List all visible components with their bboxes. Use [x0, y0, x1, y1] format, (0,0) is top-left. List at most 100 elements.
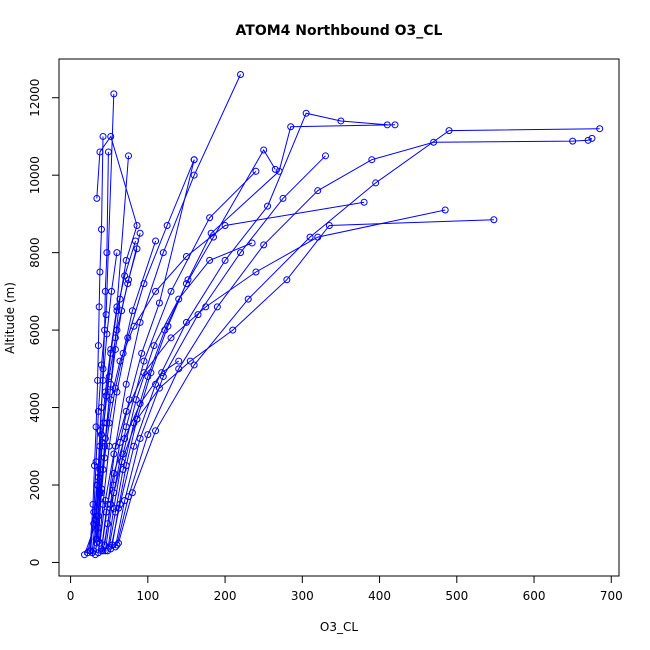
flight-profile-series — [113, 134, 596, 549]
data-point — [99, 376, 107, 384]
data-point — [584, 136, 592, 144]
data-point — [107, 349, 115, 357]
data-point — [105, 442, 113, 450]
x-tick-label: 0 — [67, 589, 75, 603]
data-point — [131, 237, 139, 245]
data-point — [167, 334, 175, 342]
chart-title: ATOM4 Northbound O3_CL — [236, 23, 443, 39]
data-point — [97, 225, 105, 233]
data-point — [99, 547, 107, 555]
flight-profile-series — [108, 121, 399, 549]
data-point — [264, 202, 272, 210]
x-tick-label: 700 — [600, 589, 623, 603]
data-point — [113, 249, 121, 257]
data-point — [133, 222, 141, 230]
data-point — [140, 280, 148, 288]
data-point — [275, 167, 283, 175]
y-tick-label: 10000 — [28, 156, 42, 194]
data-point — [95, 303, 103, 311]
data-point — [118, 307, 126, 315]
data-point — [93, 194, 101, 202]
data-point — [104, 520, 112, 528]
data-point — [94, 537, 102, 545]
data-point — [490, 216, 498, 224]
data-point — [206, 214, 214, 222]
x-tick-label: 200 — [214, 589, 237, 603]
data-point — [163, 222, 171, 230]
series-line — [90, 93, 115, 551]
y-tick-label: 8000 — [28, 237, 42, 268]
flight-profile-series — [111, 152, 329, 551]
data-point — [182, 318, 190, 326]
series-line — [96, 201, 365, 540]
data-point — [113, 388, 121, 396]
data-point — [110, 469, 118, 477]
series-line — [104, 219, 494, 546]
data-point — [95, 489, 103, 497]
data-point — [107, 132, 115, 140]
data-point — [302, 109, 310, 117]
x-axis: 0 100 200 300 400 500 600 700 — [67, 575, 623, 603]
flight-profile-series — [93, 237, 139, 547]
data-point — [190, 156, 198, 164]
series-line — [97, 248, 138, 542]
data-point — [87, 547, 95, 555]
data-point — [150, 342, 158, 350]
data-point — [279, 194, 287, 202]
data-point — [237, 249, 245, 257]
flight-profile-series — [104, 239, 256, 555]
plot-frame — [58, 58, 620, 577]
data-point — [114, 539, 122, 547]
x-tick-label: 300 — [291, 589, 314, 603]
data-point — [94, 342, 102, 350]
data-point — [155, 299, 163, 307]
y-axis: 0 2000 4000 6000 8000 10000 12000 — [28, 79, 60, 566]
data-point — [116, 357, 124, 365]
data-point — [372, 179, 380, 187]
series-line — [102, 159, 195, 551]
data-point — [430, 138, 438, 146]
data-point — [125, 396, 133, 404]
data-point — [113, 307, 121, 315]
data-point — [107, 545, 115, 553]
data-point — [97, 485, 105, 493]
data-point — [441, 206, 449, 214]
data-point — [186, 357, 194, 365]
data-point — [88, 549, 96, 557]
y-axis-label: Altitude (m) — [3, 282, 17, 354]
data-point — [237, 70, 245, 78]
data-point — [121, 272, 129, 280]
data-point — [96, 268, 104, 276]
data-point — [190, 361, 198, 369]
data-point — [152, 237, 160, 245]
data-point — [140, 369, 148, 377]
data-point — [167, 287, 175, 295]
y-tick-label: 12000 — [28, 79, 42, 117]
series-line — [116, 137, 593, 546]
data-point — [109, 481, 117, 489]
series-line — [107, 242, 253, 551]
data-point — [97, 431, 105, 439]
data-point — [92, 535, 100, 543]
series-line — [118, 128, 600, 544]
x-tick-label: 400 — [368, 589, 391, 603]
data-point — [209, 233, 217, 241]
data-point — [110, 90, 118, 98]
data-point — [147, 369, 155, 377]
data-point — [260, 241, 268, 249]
series-line — [97, 159, 195, 553]
data-point — [121, 435, 129, 443]
series-line — [114, 155, 326, 548]
series-line — [89, 136, 104, 551]
data-point — [125, 276, 133, 284]
y-tick-label: 2000 — [28, 470, 42, 501]
flight-profile-series — [114, 125, 604, 547]
flight-profile-series — [92, 249, 121, 543]
data-point — [229, 326, 237, 334]
data-point — [132, 396, 140, 404]
x-tick-label: 100 — [136, 589, 159, 603]
data-point — [244, 295, 252, 303]
data-point — [182, 253, 190, 261]
data-point — [360, 198, 368, 206]
data-point — [368, 156, 376, 164]
